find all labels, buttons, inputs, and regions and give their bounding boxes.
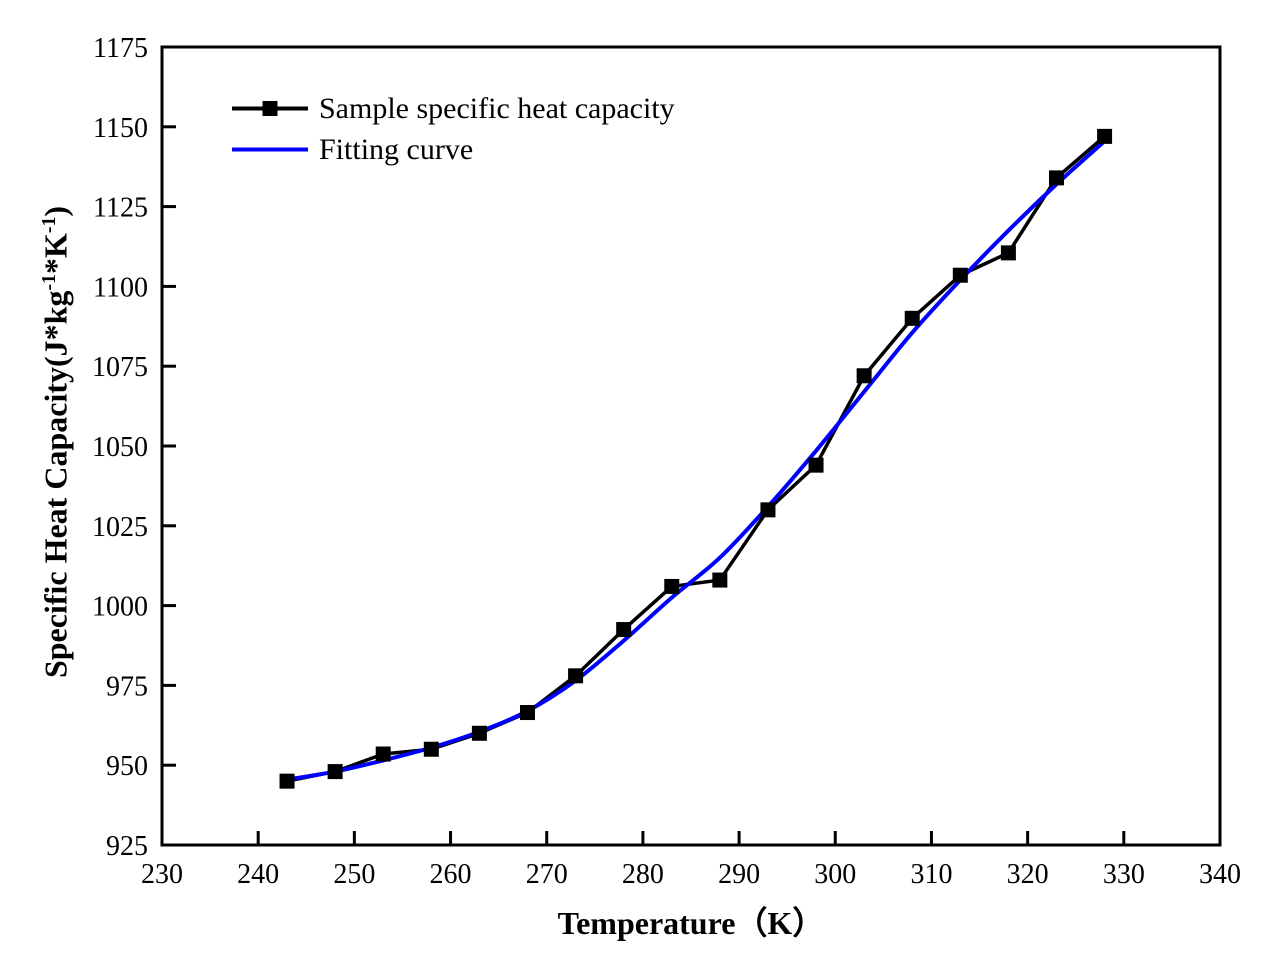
data-point-marker bbox=[952, 267, 968, 283]
legend: Sample specific heat capacity Fitting cu… bbox=[230, 88, 675, 170]
legend-entry-sample: Sample specific heat capacity bbox=[230, 88, 675, 129]
y-tick-label: 1000 bbox=[92, 592, 148, 623]
y-tick-label: 1100 bbox=[93, 272, 148, 303]
x-tick-label: 270 bbox=[526, 859, 568, 890]
y-tick-label: 975 bbox=[106, 671, 148, 702]
data-point-marker bbox=[904, 310, 920, 326]
data-point-marker bbox=[471, 725, 487, 741]
data-point-marker bbox=[712, 572, 728, 588]
y-axis-title: Specific Heat Capacity(J*kg-1*K-1) bbox=[37, 205, 74, 679]
data-point-marker bbox=[1097, 128, 1113, 144]
fitting-curve-line bbox=[285, 139, 1107, 782]
data-point-marker bbox=[664, 578, 680, 594]
x-axis-title: Temperature（K） bbox=[557, 905, 825, 941]
data-point-marker bbox=[279, 773, 295, 789]
data-point-marker bbox=[616, 622, 632, 638]
legend-label-fitting: Fitting curve bbox=[319, 132, 474, 166]
x-tick-label: 300 bbox=[814, 859, 856, 890]
legend-label-sample: Sample specific heat capacity bbox=[319, 91, 675, 125]
x-tick-label: 240 bbox=[237, 859, 279, 890]
y-tick-label: 1075 bbox=[92, 352, 148, 383]
y-tick-label: 1175 bbox=[93, 33, 148, 64]
x-tick-label: 340 bbox=[1199, 859, 1241, 890]
x-tick-label: 260 bbox=[430, 859, 472, 890]
x-tick-label: 320 bbox=[1007, 859, 1049, 890]
data-point-marker bbox=[568, 668, 584, 684]
data-point-marker bbox=[1048, 170, 1064, 186]
y-tick-label: 925 bbox=[106, 831, 148, 862]
data-point-marker bbox=[760, 502, 776, 518]
y-tick-label: 1050 bbox=[92, 432, 148, 463]
y-tick-label: 1125 bbox=[93, 193, 148, 224]
data-point-marker bbox=[327, 764, 343, 780]
data-point-marker bbox=[856, 368, 872, 384]
x-tick-label: 230 bbox=[141, 859, 183, 890]
x-tick-label: 290 bbox=[718, 859, 760, 890]
legend-line-marker-sample-icon bbox=[232, 101, 308, 116]
x-tick-label: 330 bbox=[1103, 859, 1145, 890]
legend-line-sample-icon bbox=[232, 147, 308, 152]
data-point-marker bbox=[519, 705, 535, 721]
data-point-marker bbox=[375, 746, 391, 762]
plot-border bbox=[160, 45, 1222, 847]
x-tick-label: 280 bbox=[622, 859, 664, 890]
data-point-marker bbox=[1000, 245, 1016, 261]
y-tick-label: 1025 bbox=[92, 512, 148, 543]
y-tick-label: 950 bbox=[106, 751, 148, 782]
y-tick-label: 1150 bbox=[93, 113, 148, 144]
data-point-marker bbox=[808, 457, 824, 473]
legend-entry-fitting: Fitting curve bbox=[230, 129, 675, 170]
data-point-marker bbox=[423, 741, 439, 757]
x-tick-label: 250 bbox=[333, 859, 375, 890]
sample-series-line bbox=[286, 135, 1106, 783]
x-tick-label: 310 bbox=[910, 859, 952, 890]
